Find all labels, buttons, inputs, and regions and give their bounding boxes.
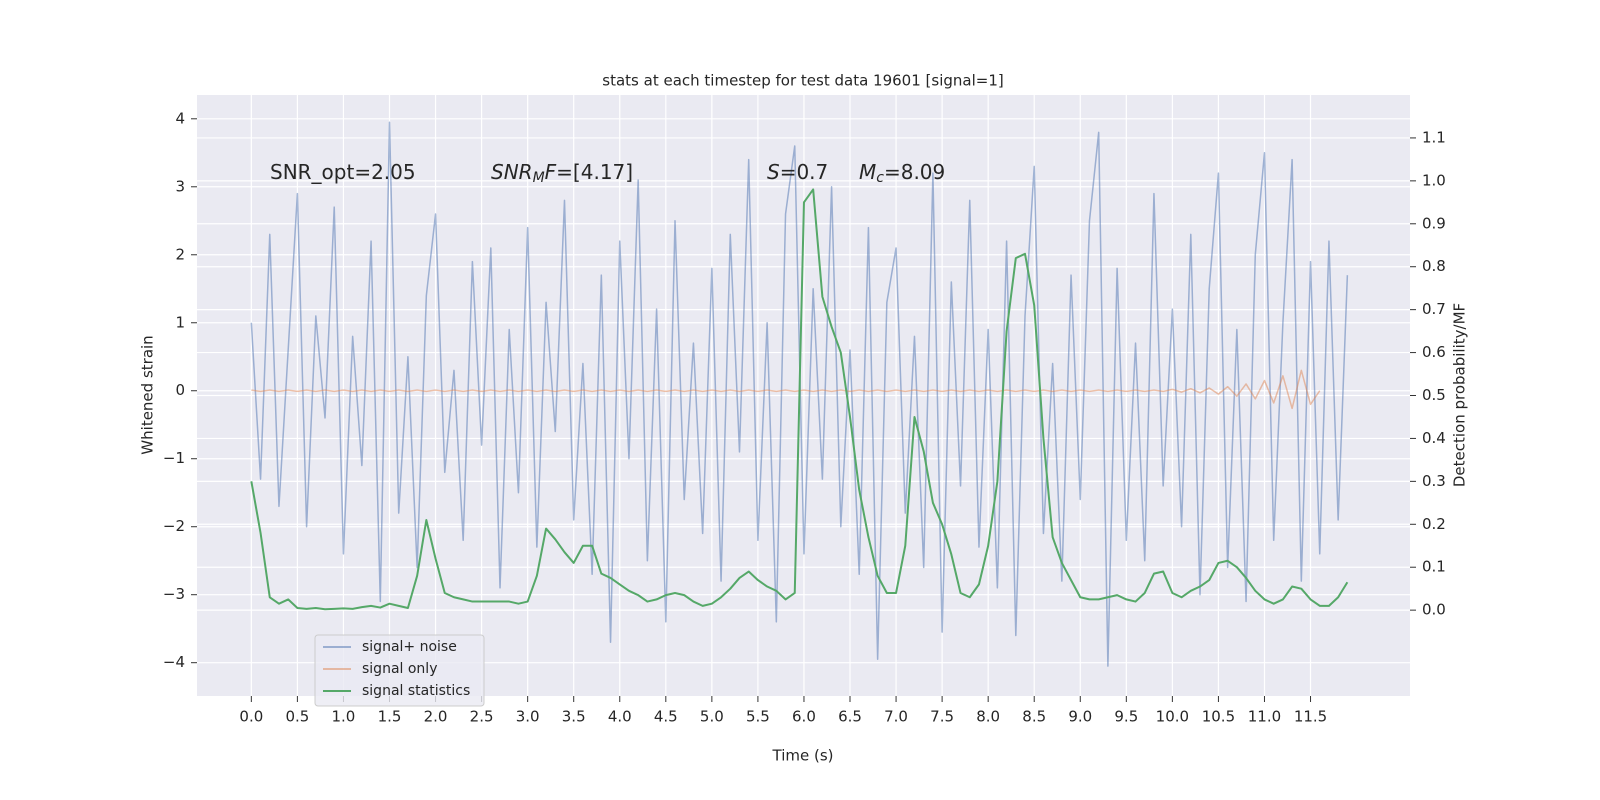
annotation-part: M [533, 170, 545, 186]
y-tick-label: −3 [163, 585, 185, 603]
legend: signal+ noise signal only signal statistic… [314, 634, 485, 707]
legend-label: signal statistics [362, 683, 470, 699]
x-tick-label: 4.5 [654, 708, 678, 726]
annotation: SNRMF=[4.17] [491, 160, 633, 187]
x-tick-label: 1.5 [378, 708, 402, 726]
x-tick-label: 8.0 [976, 708, 1000, 726]
annotation-part: F [545, 160, 557, 184]
y-tick-label: −4 [163, 653, 185, 671]
x-axis-label: Time (s) [772, 747, 834, 765]
x-tick-label: 7.5 [930, 708, 954, 726]
y-tick-label: 1 [175, 313, 185, 331]
x-tick-label: 2.0 [424, 708, 448, 726]
y2-tick-label: 0.7 [1422, 300, 1446, 318]
x-tick-label: 3.5 [562, 708, 586, 726]
x-tick-label: 9.5 [1114, 708, 1138, 726]
y2-tick-label: 0.8 [1422, 257, 1446, 275]
y-tick-label: −1 [163, 449, 185, 467]
x-tick-label: 10.0 [1156, 708, 1189, 726]
x-tick-label: 6.5 [838, 708, 862, 726]
y2-tick-label: 0.3 [1422, 472, 1446, 490]
x-tick-label: 11.5 [1294, 708, 1327, 726]
x-tick-label: 0.5 [285, 708, 309, 726]
x-tick-label: 0.0 [239, 708, 263, 726]
x-tick-label: 1.0 [332, 708, 356, 726]
y-tick-label: −2 [163, 517, 185, 535]
legend-box [314, 634, 485, 707]
annotation-part: SNR [491, 160, 533, 184]
y-axis-label: Whitened strain [139, 335, 157, 454]
y2-tick-label: 0.1 [1422, 558, 1446, 576]
series-line [251, 369, 1321, 410]
x-tick-label: 5.0 [700, 708, 724, 726]
y-tick-label: 4 [175, 109, 185, 127]
y2-axis-label: Detection probability/MF [1451, 303, 1469, 487]
x-tick-label: 3.0 [516, 708, 540, 726]
annotation: Mc=8.09 [859, 160, 945, 187]
x-tick-label: 6.0 [792, 708, 816, 726]
annotation: S=0.7 [767, 160, 828, 184]
y2-tick-label: 0.0 [1422, 601, 1446, 619]
y-tick-label: 2 [175, 245, 185, 263]
annotation-part: M [859, 160, 876, 184]
y2-tick-label: 1.0 [1422, 171, 1446, 189]
series-line [250, 121, 1349, 667]
series-line [250, 188, 1349, 611]
annotation-part: =0.7 [780, 160, 829, 184]
x-tick-label: 11.0 [1248, 708, 1281, 726]
annotation-part: =[4.17] [556, 160, 633, 184]
annotation-part: S [767, 160, 780, 184]
x-tick-label: 8.5 [1022, 708, 1046, 726]
annotation-part: SNR_opt=2.05 [270, 160, 416, 184]
y2-tick-label: 0.4 [1422, 429, 1446, 447]
y2-tick-label: 0.2 [1422, 515, 1446, 533]
legend-label: signal only [362, 661, 437, 677]
y-tick-label: 0 [175, 381, 185, 399]
annotation-part: c [876, 170, 884, 186]
marks [250, 121, 1349, 667]
y2-tick-label: 0.9 [1422, 214, 1446, 232]
x-tick-label: 5.5 [746, 708, 770, 726]
y2-tick-label: 0.5 [1422, 386, 1446, 404]
y2-tick-label: 1.1 [1422, 128, 1446, 146]
x-tick-label: 2.5 [470, 708, 494, 726]
y-tick-label: 3 [175, 177, 185, 195]
chart-title: stats at each timestep for test data 196… [602, 72, 1003, 90]
x-tick-label: 9.0 [1068, 708, 1092, 726]
legend-label: signal+ noise [362, 639, 457, 655]
x-tick-label: 7.0 [884, 708, 908, 726]
x-tick-label: 10.5 [1202, 708, 1235, 726]
y2-tick-label: 0.6 [1422, 343, 1446, 361]
annotation-part: =8.09 [884, 160, 945, 184]
x-tick-label: 4.0 [608, 708, 632, 726]
annotation: SNR_opt=2.05 [270, 160, 416, 184]
grid [197, 95, 1410, 696]
